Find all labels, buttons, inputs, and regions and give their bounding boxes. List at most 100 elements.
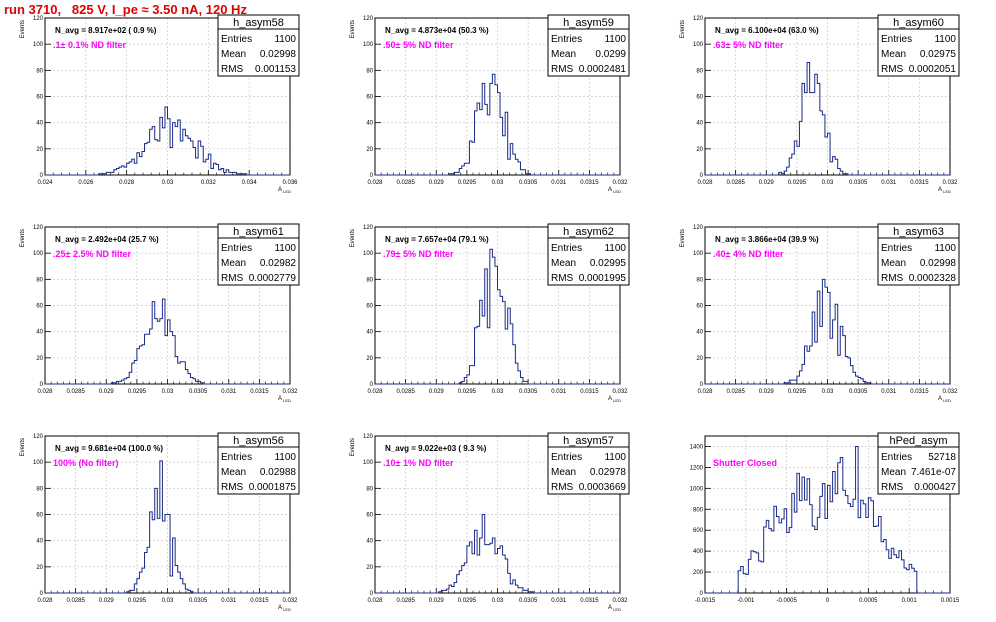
stats-title: h_asym61 [233,226,284,238]
x-tick-label: 0.029 [99,598,115,604]
y-tick-label: 0 [370,591,374,597]
y-tick-label: 400 [693,549,704,555]
stats-box-frame [217,14,300,77]
x-tick-label: 0.036 [282,180,298,186]
x-tick-label: 0.032 [282,598,298,604]
x-tick-label: 0.031 [881,180,897,186]
stats-value: 52718 [928,452,956,463]
y-tick-label: 60 [366,513,373,519]
stats-value: 1100 [604,34,626,45]
x-tick-label: 0.032 [942,180,958,186]
stats-label: Mean [881,49,906,60]
y-tick-label: 0 [700,173,704,179]
y-tick-label: 0 [40,173,44,179]
x-tick-label: 0.028 [37,389,53,395]
stats-box: h_asym61 Entries 1100 Mean 0.02982 RMS 0.00027… [217,223,300,286]
stats-label: Entries [551,34,582,45]
stats-box: h_asym62 Entries 1100 Mean 0.02995 RMS 0.00019… [547,223,630,286]
y-tick-label: 20 [696,356,703,362]
filter-label: .1± 0.1% ND filter [53,40,126,50]
y-tick-label: 80 [366,486,373,492]
histogram-panel-h_asym58: 0.024 0.026 0.028 0.03 0.032 0.034 0.036 0 20 40 6… [20,14,300,194]
navg-label: N_avg = 6.100e+04 (63.0 %) [715,26,819,35]
x-tick-label: 0.028 [119,180,135,186]
x-axis-title: A LED [278,396,291,403]
x-tick-label: 0.0315 [250,389,269,395]
filter-label: Shutter Closed [713,458,777,468]
x-tick-label: 0.03 [492,389,504,395]
y-tick-label: 20 [366,565,373,571]
x-tick-label: 0.0305 [519,389,538,395]
stats-value: 0.0299 [595,49,626,60]
navg-label: N_avg = 9.022e+03 ( 9.3 %) [385,444,487,453]
stats-value: 0.0002051 [909,64,957,75]
x-tick-label: 0.0295 [788,389,807,395]
stats-value: 1100 [934,34,956,45]
stats-label: RMS [881,64,904,75]
x-tick-label: -0.0015 [695,598,716,604]
y-tick-label: 80 [36,486,43,492]
y-tick-label: 1200 [690,465,704,471]
x-tick-label: 0.029 [99,389,115,395]
x-axis-title: A LED [938,187,951,194]
stats-value: 0.0002779 [249,273,297,284]
x-tick-label: 0.0295 [458,180,477,186]
x-tick-label: 0.031 [221,598,237,604]
x-tick-label: 0.029 [429,389,445,395]
x-tick-label: 0.031 [221,389,237,395]
histogram-bars-hPed_asym [705,445,950,594]
stats-value: 0.000427 [914,482,956,493]
stats-label: Entries [881,452,912,463]
y-tick-label: 100 [33,42,44,48]
stats-box-frame [877,223,960,286]
x-tick-label: 0.029 [429,180,445,186]
stats-value: 1100 [274,243,296,254]
y-tick-label: 0 [370,173,374,179]
x-tick-label: 0.0305 [519,180,538,186]
x-tick-label: 0.028 [367,389,383,395]
y-tick-label: 100 [363,251,374,257]
x-tick-label: 0.032 [612,598,628,604]
x-tick-label: 0.0015 [941,598,960,604]
y-tick-label: 100 [33,251,44,257]
x-tick-label: 0.0295 [458,598,477,604]
x-tick-label: 0.0295 [128,598,147,604]
stats-label: RMS [221,64,244,75]
x-tick-label: 0.032 [201,180,217,186]
histogram-bars-h_asym63 [705,278,950,385]
y-tick-label: 100 [693,42,704,48]
y-tick-label: 60 [36,304,43,310]
filter-label: .79± 5% ND filter [383,249,454,259]
y-tick-label: 20 [36,565,43,571]
x-axis-title: A LED [938,396,951,403]
stats-box-frame [217,432,300,495]
x-tick-label: 0.0305 [849,389,868,395]
stats-label: Entries [221,452,252,463]
y-tick-label: 0 [40,591,44,597]
x-axis-title: A LED [608,187,621,194]
y-tick-label: 60 [36,513,43,519]
y-tick-label: 40 [366,121,373,127]
x-tick-label: 0.0315 [580,389,599,395]
x-tick-label: 0.032 [282,389,298,395]
x-tick-label: 0.03 [822,389,834,395]
y-tick-label: 120 [363,16,374,22]
stats-value: 0.0002481 [579,64,627,75]
x-tick-label: 0.03 [822,180,834,186]
y-axis-title: Events [680,229,686,247]
stats-title: h_asym56 [233,435,284,447]
y-tick-label: 20 [366,147,373,153]
histogram-bars-h_asym57 [375,514,620,594]
y-tick-label: 600 [693,528,704,534]
stats-title: h_asym63 [893,226,944,238]
x-tick-label: 0.0285 [66,598,85,604]
stats-label: RMS [221,273,244,284]
navg-label: N_avg = 4.873e+04 (50.3 %) [385,26,489,35]
stats-label: RMS [881,273,904,284]
y-tick-label: 40 [696,330,703,336]
stats-label: RMS [551,273,574,284]
filter-label: .40± 4% ND filter [713,249,784,259]
stats-label: RMS [551,482,574,493]
navg-label: N_avg = 3.866e+04 (39.9 %) [715,235,819,244]
